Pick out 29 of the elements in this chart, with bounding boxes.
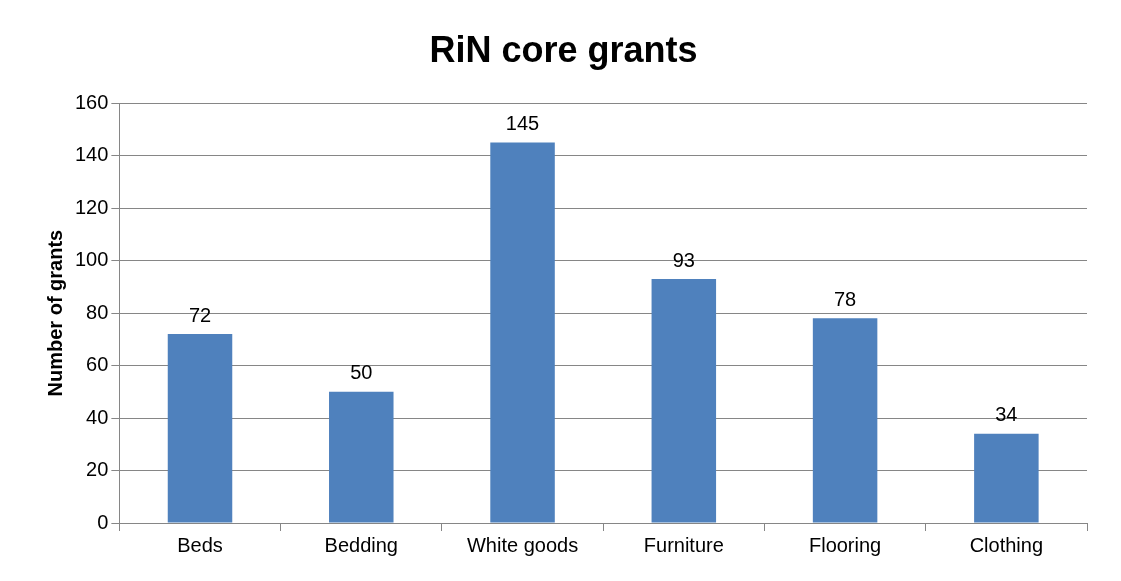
y-tick-label: 40 bbox=[86, 405, 109, 428]
data-label: 50 bbox=[350, 361, 373, 384]
bar bbox=[974, 433, 1039, 523]
bar bbox=[812, 318, 878, 523]
bar bbox=[167, 334, 233, 523]
y-tick-label: 160 bbox=[74, 90, 109, 113]
x-tick-label: Flooring bbox=[808, 533, 882, 556]
bar bbox=[651, 278, 717, 523]
bar bbox=[329, 391, 394, 523]
x-tick-label: Beds bbox=[177, 533, 223, 556]
data-label: 34 bbox=[995, 403, 1018, 426]
x-tick-label: Bedding bbox=[324, 533, 398, 556]
data-label: 93 bbox=[672, 248, 695, 271]
y-tick-label: 0 bbox=[97, 510, 109, 533]
y-axis-title: Number of grants bbox=[43, 229, 66, 397]
y-tick-label: 20 bbox=[86, 458, 109, 481]
y-tick-label: 60 bbox=[86, 353, 109, 376]
data-label: 145 bbox=[505, 112, 540, 135]
x-tick-label: Clothing bbox=[969, 533, 1044, 556]
y-tick-label: 80 bbox=[86, 300, 109, 323]
data-label: 72 bbox=[188, 303, 212, 326]
y-tick-label: 140 bbox=[74, 143, 109, 166]
x-tick-label: Furniture bbox=[643, 533, 724, 556]
y-tick-label: 120 bbox=[74, 195, 109, 218]
y-tick-label: 100 bbox=[74, 248, 109, 271]
chart-title: RiN core grants bbox=[429, 28, 698, 70]
data-label: 78 bbox=[833, 287, 857, 310]
x-tick-label: White goods bbox=[466, 533, 579, 556]
bar bbox=[490, 142, 555, 523]
